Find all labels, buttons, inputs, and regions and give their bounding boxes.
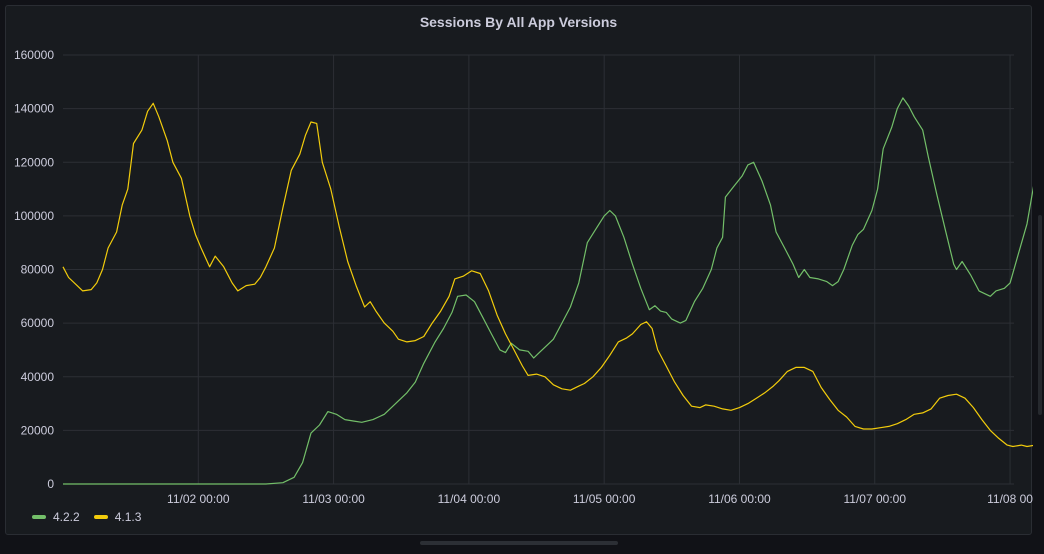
legend-swatch-4-2-2 [32, 515, 46, 519]
legend-label-4-2-2: 4.2.2 [53, 510, 80, 524]
vertical-scrollbar[interactable] [1038, 215, 1042, 415]
x-tick-label: 11/03 00:00 [302, 492, 365, 506]
x-tick-label: 11/07 00:00 [844, 492, 907, 506]
y-tick-label: 100000 [14, 209, 54, 223]
y-tick-label: 120000 [14, 155, 54, 169]
legend-swatch-4-1-3 [93, 515, 108, 519]
y-tick-label: 60000 [21, 316, 55, 330]
x-tick-label: 11/02 00:00 [167, 492, 230, 506]
x-axis-ticks: 11/02 00:00 11/03 00:00 11/04 00:00 11/05 0… [167, 492, 1033, 506]
x-tick-label: 11/08 00 [987, 492, 1033, 506]
horizontal-scrollbar[interactable] [420, 541, 618, 545]
y-tick-label: 40000 [21, 370, 55, 384]
legend-item-4-2-2[interactable]: 4.2.2 [32, 510, 80, 524]
x-tick-label: 11/06 00:00 [708, 492, 771, 506]
y-tick-label: 160000 [14, 48, 54, 62]
y-tick-label: 140000 [14, 102, 54, 116]
x-tick-label: 11/05 00:00 [573, 492, 636, 506]
panel-title: Sessions By All App Versions [419, 14, 618, 30]
series-line-4-2-2 [63, 97, 1033, 485]
chart-grid [63, 54, 1014, 485]
legend-item-4-1-3[interactable]: 4.1.3 [93, 510, 142, 524]
y-tick-label: 20000 [21, 423, 55, 437]
y-tick-label: 80000 [21, 263, 55, 277]
line-chart: 0 20000 40000 60000 80000 100000 120000 140000 1… [14, 48, 1033, 506]
x-tick-label: 11/04 00:00 [438, 492, 501, 506]
legend-label-4-1-3: 4.1.3 [114, 510, 142, 524]
y-axis-ticks: 0 20000 40000 60000 80000 100000 120000 140000 1… [14, 48, 54, 491]
y-tick-label: 0 [47, 477, 54, 491]
chart-panel: Sessions By All App Versions 0 20000 40000… [5, 5, 1033, 535]
legend: 4.2.2 4.1.3 [32, 510, 141, 524]
series-lines [62, 97, 1033, 485]
series-line-4-1-3 [62, 102, 1033, 448]
